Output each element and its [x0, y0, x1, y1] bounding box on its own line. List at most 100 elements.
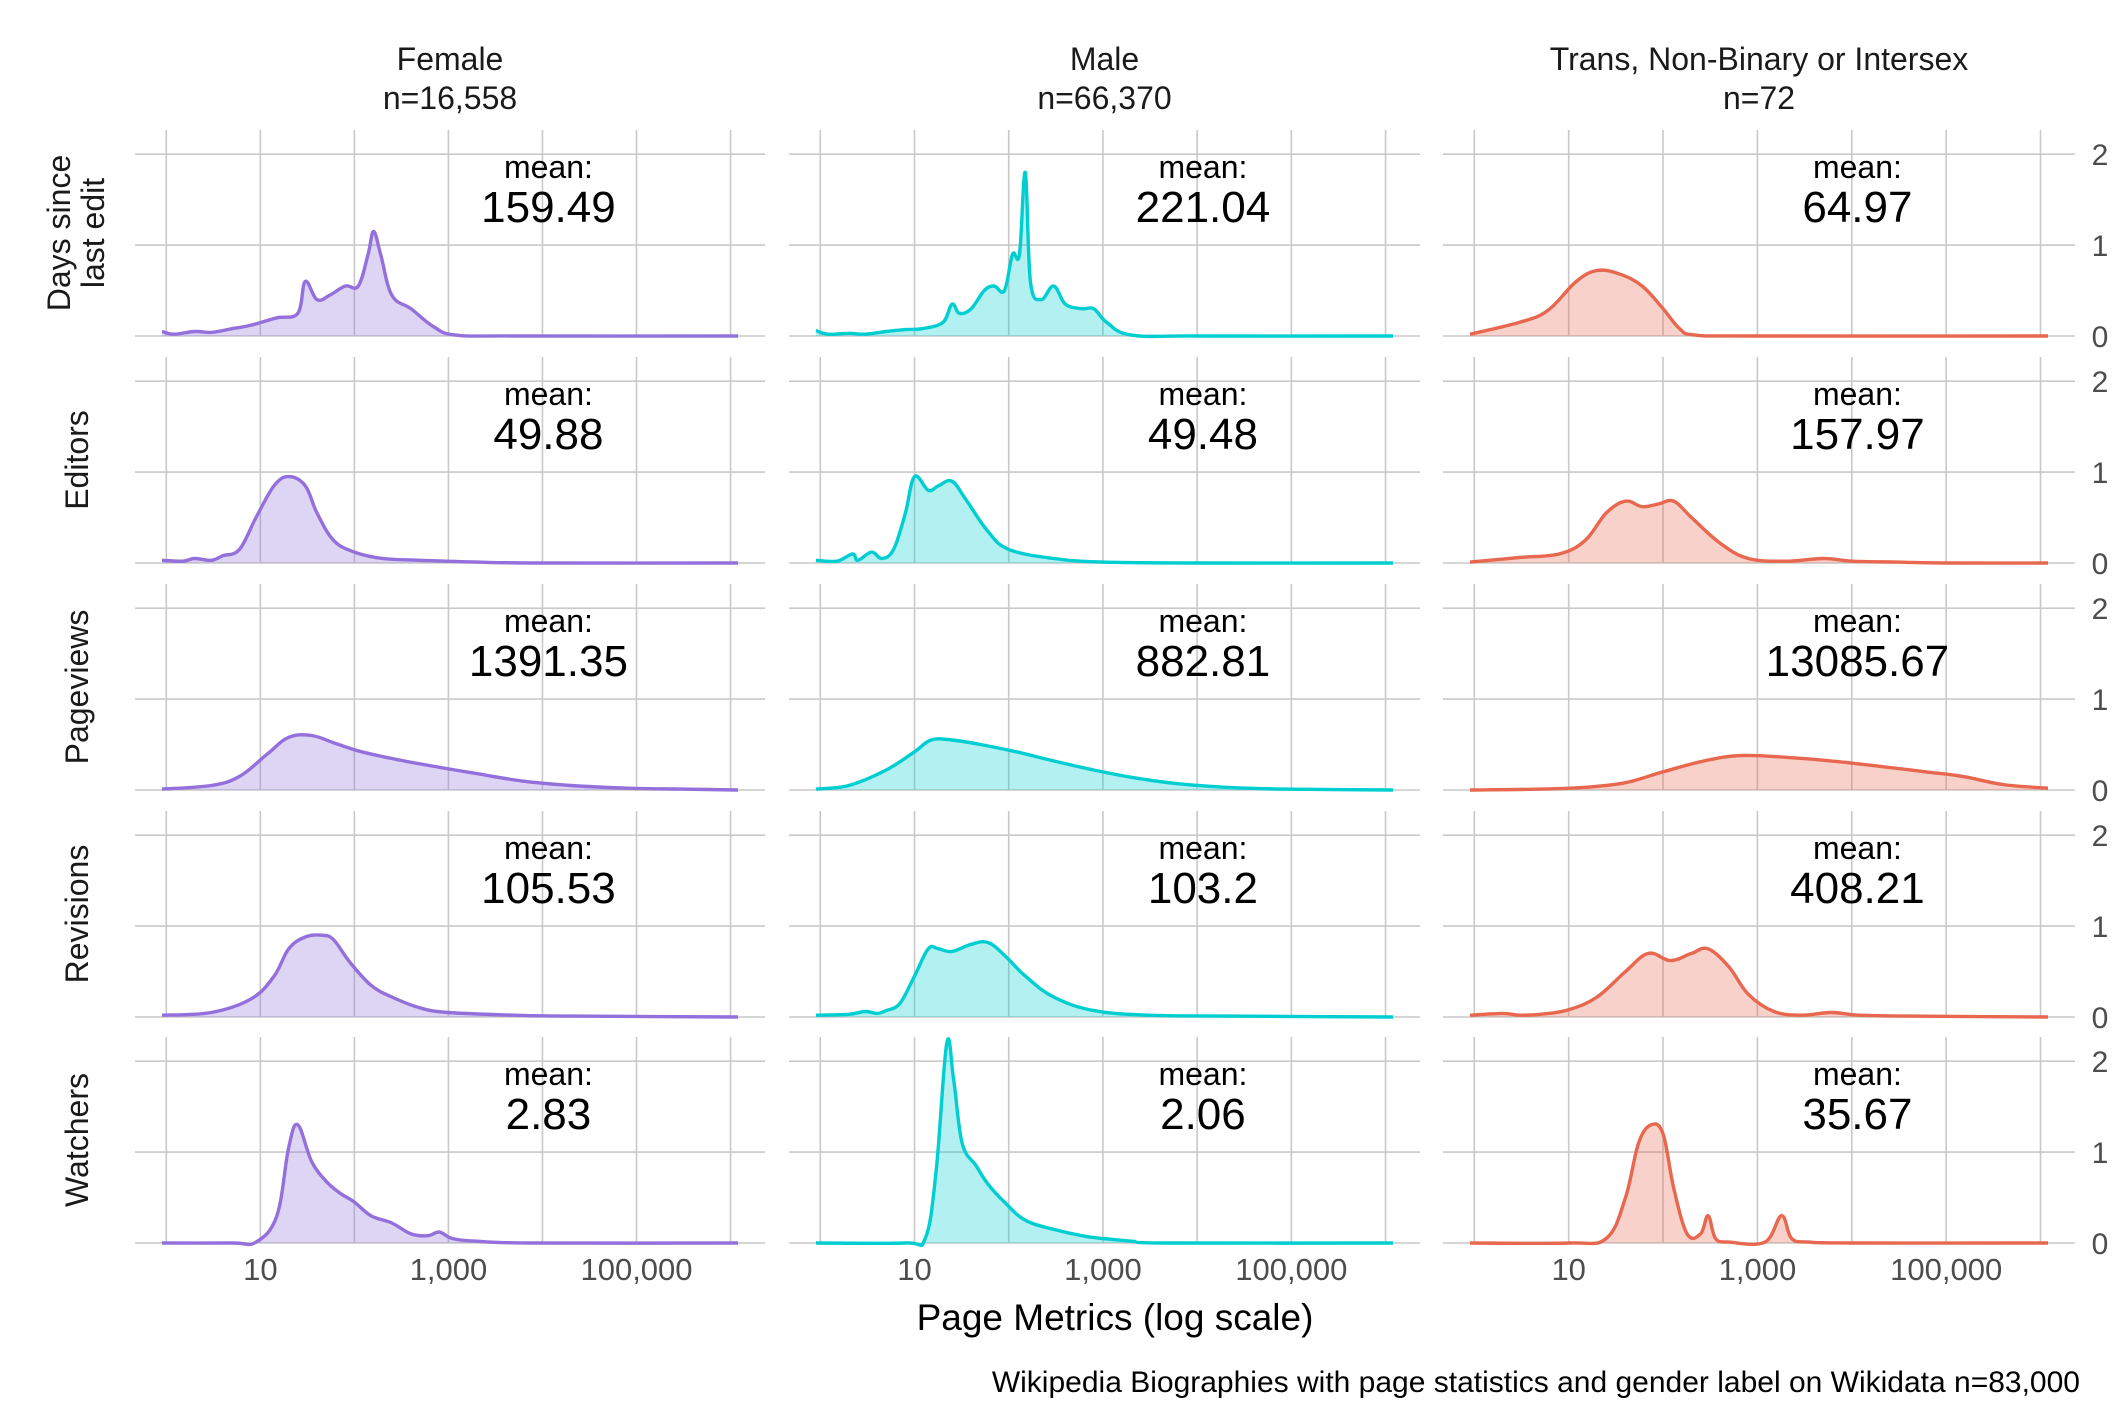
- column-strip-count: n=66,370: [1037, 80, 1171, 116]
- y-tick-label: 0: [2092, 548, 2109, 581]
- density-line: [1469, 498, 2049, 565]
- density-line: [161, 474, 739, 565]
- y-tick-label: 1: [2092, 1137, 2109, 1170]
- density-line: [161, 229, 739, 338]
- density-line: [161, 933, 739, 1019]
- mean-value: 2.06: [1160, 1090, 1246, 1139]
- density-area: [162, 1124, 738, 1245]
- panels-layer: mean:159.49mean:221.04mean:64.97mean:49.…: [135, 130, 2075, 1248]
- x-tick-label: 100,000: [580, 1252, 692, 1287]
- panel-r2-c2: mean:13085.67: [1443, 584, 2075, 792]
- density-line: [815, 1037, 1394, 1248]
- density-line: [1469, 1122, 2049, 1247]
- panel-r4-c0: mean:2.83: [135, 1037, 765, 1247]
- density-line: [1469, 753, 2049, 792]
- mean-label: mean:: [1813, 603, 1902, 639]
- density-area: [1470, 755, 2048, 790]
- column-strip-title: Female: [397, 41, 504, 77]
- y-tick-label: 1: [2092, 230, 2109, 263]
- mean-value: 35.67: [1802, 1090, 1912, 1139]
- column-strip-count: n=72: [1723, 80, 1795, 116]
- y-tick-label: 2: [2092, 1046, 2109, 1079]
- mean-label: mean:: [1813, 149, 1902, 185]
- density-area: [1470, 270, 2048, 337]
- x-tick-label: 100,000: [1235, 1252, 1347, 1287]
- density-line: [815, 474, 1394, 565]
- mean-value: 882.81: [1136, 637, 1271, 686]
- y-tick-label: 2: [2092, 139, 2109, 172]
- row-strip-label: Days sincelast edit: [41, 155, 111, 312]
- panel-r1-c0: mean:49.88: [135, 357, 765, 565]
- density-line: [161, 733, 739, 792]
- panel-r0-c1: mean:221.04: [789, 130, 1420, 339]
- y-tick-label: 1: [2092, 911, 2109, 944]
- mean-label: mean:: [504, 603, 593, 639]
- density-line: [161, 1122, 739, 1247]
- density-line: [1469, 268, 2049, 338]
- mean-label: mean:: [504, 376, 593, 412]
- mean-value: 49.48: [1148, 410, 1258, 459]
- mean-label: mean:: [1158, 603, 1247, 639]
- labels-layer: 0 1 2 Days sincelast edit 0 1 2 Editors 0 1 2 Pagev…: [41, 41, 2108, 1287]
- panel-r0-c0: mean:159.49: [135, 130, 765, 338]
- mean-value: 13085.67: [1766, 637, 1950, 686]
- x-tick-label: 10: [1551, 1252, 1585, 1287]
- mean-label: mean:: [1158, 1056, 1247, 1092]
- mean-value: 1391.35: [469, 637, 628, 686]
- density-area: [816, 475, 1393, 564]
- density-area: [162, 476, 738, 564]
- mean-value: 105.53: [481, 864, 616, 913]
- mean-value: 49.88: [493, 410, 603, 459]
- mean-value: 221.04: [1136, 183, 1271, 232]
- density-line: [815, 939, 1394, 1019]
- x-tick-label: 1,000: [1064, 1252, 1142, 1287]
- mean-value: 159.49: [481, 183, 616, 232]
- mean-label: mean:: [1813, 376, 1902, 412]
- panel-r4-c1: mean:2.06: [789, 1037, 1420, 1248]
- mean-label: mean:: [1158, 149, 1247, 185]
- column-strip-title: Trans, Non-Binary or Intersex: [1550, 41, 1969, 77]
- x-tick-label: 1,000: [410, 1252, 488, 1287]
- row-strip-label: Editors: [59, 410, 95, 510]
- panel-r2-c1: mean:882.81: [789, 584, 1420, 792]
- mean-label: mean:: [504, 830, 593, 866]
- density-line: [815, 737, 1394, 792]
- density-area: [816, 1038, 1393, 1246]
- panel-r3-c2: mean:408.21: [1443, 811, 2075, 1019]
- mean-value: 64.97: [1802, 183, 1912, 232]
- y-tick-label: 0: [2092, 321, 2109, 354]
- mean-value: 157.97: [1790, 410, 1925, 459]
- density-area: [162, 231, 738, 337]
- mean-value: 103.2: [1148, 864, 1258, 913]
- density-line: [815, 170, 1394, 339]
- row-strip-label: Revisions: [59, 845, 95, 984]
- panel-r3-c1: mean:103.2: [789, 811, 1420, 1019]
- x-tick-label: 10: [897, 1252, 931, 1287]
- y-tick-label: 2: [2092, 820, 2109, 853]
- mean-label: mean:: [1158, 376, 1247, 412]
- x-axis-title: Page Metrics (log scale): [917, 1297, 1314, 1338]
- density-area: [816, 941, 1393, 1017]
- density-area: [162, 734, 738, 790]
- mean-value: 408.21: [1790, 864, 1925, 913]
- mean-label: mean:: [1158, 830, 1247, 866]
- x-tick-label: 100,000: [1890, 1252, 2002, 1287]
- density-area: [162, 934, 738, 1017]
- row-strip-label: Watchers: [59, 1073, 95, 1207]
- mean-label: mean:: [504, 1056, 593, 1092]
- x-tick-label: 1,000: [1719, 1252, 1797, 1287]
- panel-r4-c2: mean:35.67: [1443, 1037, 2075, 1247]
- mean-value: 2.83: [506, 1090, 592, 1139]
- y-tick-label: 0: [2092, 775, 2109, 808]
- y-tick-label: 2: [2092, 366, 2109, 399]
- density-area: [1470, 948, 2048, 1017]
- y-tick-label: 1: [2092, 684, 2109, 717]
- x-tick-label: 10: [243, 1252, 277, 1287]
- density-line: [1469, 946, 2049, 1019]
- panel-r0-c2: mean:64.97: [1443, 130, 2075, 338]
- chart-caption: Wikipedia Biographies with page statisti…: [992, 1366, 2080, 1399]
- y-tick-label: 1: [2092, 457, 2109, 490]
- y-tick-label: 0: [2092, 1228, 2109, 1261]
